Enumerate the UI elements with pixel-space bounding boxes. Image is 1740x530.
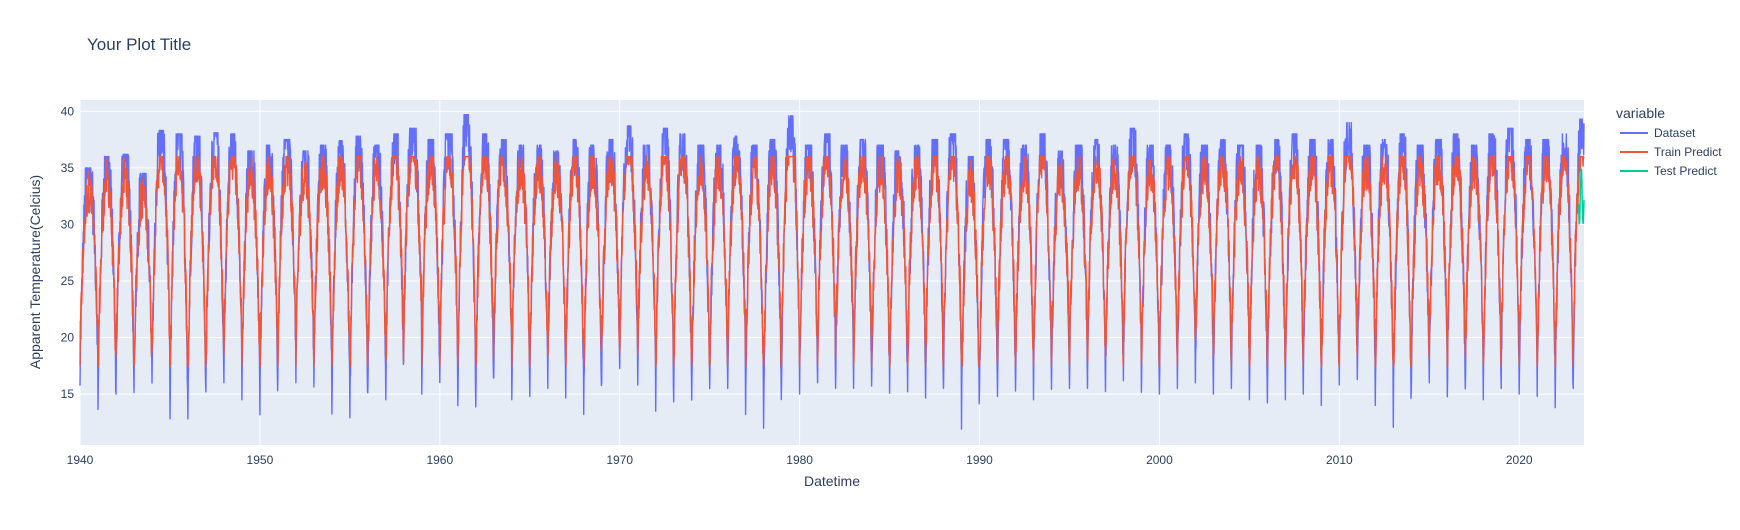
x-tick-label: 1940 [67, 453, 94, 467]
series-line-train-predict [79, 155, 1585, 367]
x-tick-label: 1960 [426, 453, 453, 467]
legend-label-test-predict: Test Predict [1654, 164, 1717, 178]
y-tick-label: 35 [61, 161, 75, 175]
legend: variable Dataset Train Predict Test Pred… [1616, 105, 1722, 178]
y-tick-label: 20 [61, 331, 75, 345]
legend-item-test-predict[interactable]: Test Predict [1620, 164, 1717, 178]
x-axis-label: Datetime [804, 473, 860, 489]
y-tick-label: 15 [61, 387, 75, 401]
legend-label-train-predict: Train Predict [1654, 145, 1722, 159]
x-tick-label: 1970 [606, 453, 633, 467]
legend-label-dataset: Dataset [1654, 126, 1696, 140]
chart-title: Your Plot Title [87, 35, 191, 54]
x-tick-label: 1950 [247, 453, 274, 467]
x-tick-label: 2020 [1506, 453, 1533, 467]
legend-item-dataset[interactable]: Dataset [1620, 126, 1696, 140]
x-tick-label: 1990 [966, 453, 993, 467]
x-tick-label: 2000 [1146, 453, 1173, 467]
series-layer [79, 114, 1585, 430]
legend-item-train-predict[interactable]: Train Predict [1620, 145, 1722, 159]
y-axis-label: Apparent Temperature(Celcius) [27, 175, 43, 369]
legend-title: variable [1616, 105, 1665, 121]
x-tick-label: 1980 [786, 453, 813, 467]
y-tick-label: 30 [61, 217, 75, 231]
x-tick-label: 2010 [1326, 453, 1353, 467]
axes: 15 20 25 30 35 40 1940 1950 1960 1970 1980 1990 2000… [61, 104, 1533, 467]
y-tick-label: 25 [61, 274, 75, 288]
y-tick-label: 40 [61, 104, 75, 118]
series-line-test-predict [1577, 168, 1585, 225]
